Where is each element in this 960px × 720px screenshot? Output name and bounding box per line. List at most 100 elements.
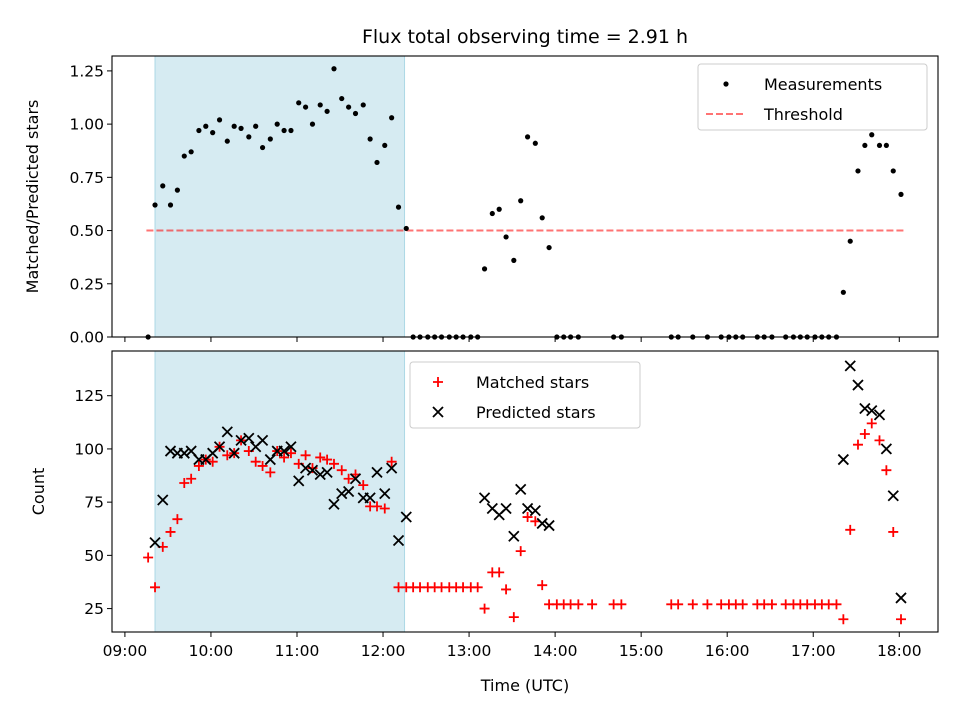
- predicted-star-point: [887, 490, 899, 502]
- matched-star-point: [616, 599, 627, 610]
- matched-star-point: [508, 612, 519, 623]
- predicted-star-point: [529, 505, 541, 517]
- measurement-point: [302, 104, 309, 110]
- measurement-point: [259, 144, 266, 151]
- predicted-star-point: [314, 468, 326, 481]
- predicted-star-point: [500, 502, 512, 515]
- measurement-point: [174, 187, 180, 193]
- predicted-star-point: [157, 494, 169, 506]
- top-panel: 0.00 0.25 0.50 0.75 1.00 1.25 Matched/Predicte…: [23, 55, 939, 347]
- measurement-point: [210, 130, 216, 136]
- measurement-point: [389, 115, 395, 121]
- y-tick-label: 0.00: [69, 329, 104, 347]
- measurement-point: [862, 142, 868, 149]
- predicted-star-point: [342, 485, 355, 498]
- measurement-point: [281, 127, 287, 134]
- legend-label: Predicted stars: [476, 403, 596, 422]
- measurement-point: [360, 102, 366, 108]
- measurement-point: [876, 142, 883, 149]
- predicted-star-point: [880, 443, 893, 455]
- matched-star-point: [472, 582, 483, 593]
- predicted-star-point: [837, 453, 849, 466]
- predicted-star-point: [178, 447, 190, 459]
- predicted-star-point: [508, 530, 520, 542]
- matched-star-point: [386, 456, 397, 467]
- y-axis-label: Matched/Predicted stars: [23, 100, 42, 294]
- y-tick-label: 0.50: [69, 222, 104, 240]
- measurement-point: [511, 257, 517, 263]
- matched-star-point: [522, 512, 533, 523]
- x-tick-label: 14:00: [533, 642, 578, 660]
- y-tick-label: 125: [74, 387, 104, 405]
- matched-star-point: [315, 452, 326, 463]
- predicted-star-point: [371, 466, 383, 478]
- measurement-point: [152, 202, 158, 208]
- predicted-star-point: [873, 409, 886, 421]
- matched-star-point: [479, 603, 490, 614]
- matched-star-point: [343, 473, 354, 484]
- matched-star-point: [859, 429, 870, 440]
- measurement-point: [524, 134, 531, 140]
- measurement-point: [518, 198, 524, 204]
- x-tick-label: 18:00: [877, 642, 922, 660]
- measurement-point: [181, 153, 187, 159]
- predicted-star-point: [221, 426, 233, 438]
- matched-star-point: [143, 552, 154, 563]
- matched-star-point: [888, 526, 899, 537]
- predicted-star-point: [256, 434, 269, 447]
- chart-title: Flux total observing time = 2.91 h: [362, 26, 688, 48]
- predicted-star-point: [385, 462, 398, 474]
- measurement-point: [532, 140, 538, 146]
- matched-star-point: [372, 501, 383, 512]
- x-tick-label: 12:00: [361, 642, 406, 660]
- predicted-star-point: [243, 432, 255, 444]
- predicted-star-point: [478, 492, 491, 504]
- y-tick-label: 50: [84, 547, 104, 565]
- measurement-point: [374, 159, 380, 166]
- matched-star-point: [186, 473, 197, 484]
- measurement-point: [855, 168, 861, 174]
- matched-star-point: [702, 599, 713, 610]
- predicted-star-point: [278, 445, 290, 457]
- matched-star-point: [322, 454, 333, 465]
- matched-star-point: [179, 477, 190, 488]
- y-tick-label: 1.25: [69, 62, 104, 80]
- predicted-star-point: [536, 517, 548, 530]
- legend-label: Measurements: [764, 75, 882, 94]
- measurement-point: [160, 183, 166, 189]
- matched-star-point: [737, 599, 748, 610]
- predicted-star-point: [844, 360, 856, 372]
- predicted-star-point: [364, 492, 376, 504]
- predicted-star-point: [336, 487, 348, 500]
- predicted-star-point: [392, 534, 405, 547]
- measurement-point: [188, 149, 194, 155]
- predicted-star-point: [321, 466, 333, 478]
- matched-star-point: [222, 450, 233, 461]
- matched-star-point: [687, 599, 698, 610]
- measurement-point: [331, 66, 337, 72]
- matched-star-point: [866, 418, 877, 429]
- matched-star-point: [172, 514, 183, 525]
- matched-star-point: [573, 599, 584, 610]
- matched-star-point: [896, 614, 907, 625]
- measurement-point: [352, 110, 359, 117]
- matched-star-point: [150, 582, 161, 593]
- measurement-point: [539, 215, 545, 221]
- matched-star-point: [285, 448, 296, 459]
- predicted-star-point: [328, 498, 340, 510]
- measurement-point: [546, 244, 552, 251]
- matched-star-point: [379, 503, 390, 514]
- matched-star-point: [852, 439, 863, 450]
- predicted-star-point: [149, 536, 161, 549]
- measurement-point: [883, 142, 889, 149]
- legend-marker-measurements: [723, 81, 729, 87]
- matched-star-point: [336, 465, 347, 476]
- matched-star-point: [838, 614, 849, 625]
- matched-star-point: [358, 480, 369, 491]
- measurement-point: [267, 136, 273, 142]
- matched-star-point: [193, 460, 204, 471]
- matched-star-point: [257, 460, 268, 471]
- measurement-point: [489, 210, 495, 217]
- bottom-panel: 25 50 75 100 125 09:00 10:00 11:00 12:00 13:00 14:…: [29, 350, 939, 660]
- x-tick-label: 16:00: [705, 642, 750, 660]
